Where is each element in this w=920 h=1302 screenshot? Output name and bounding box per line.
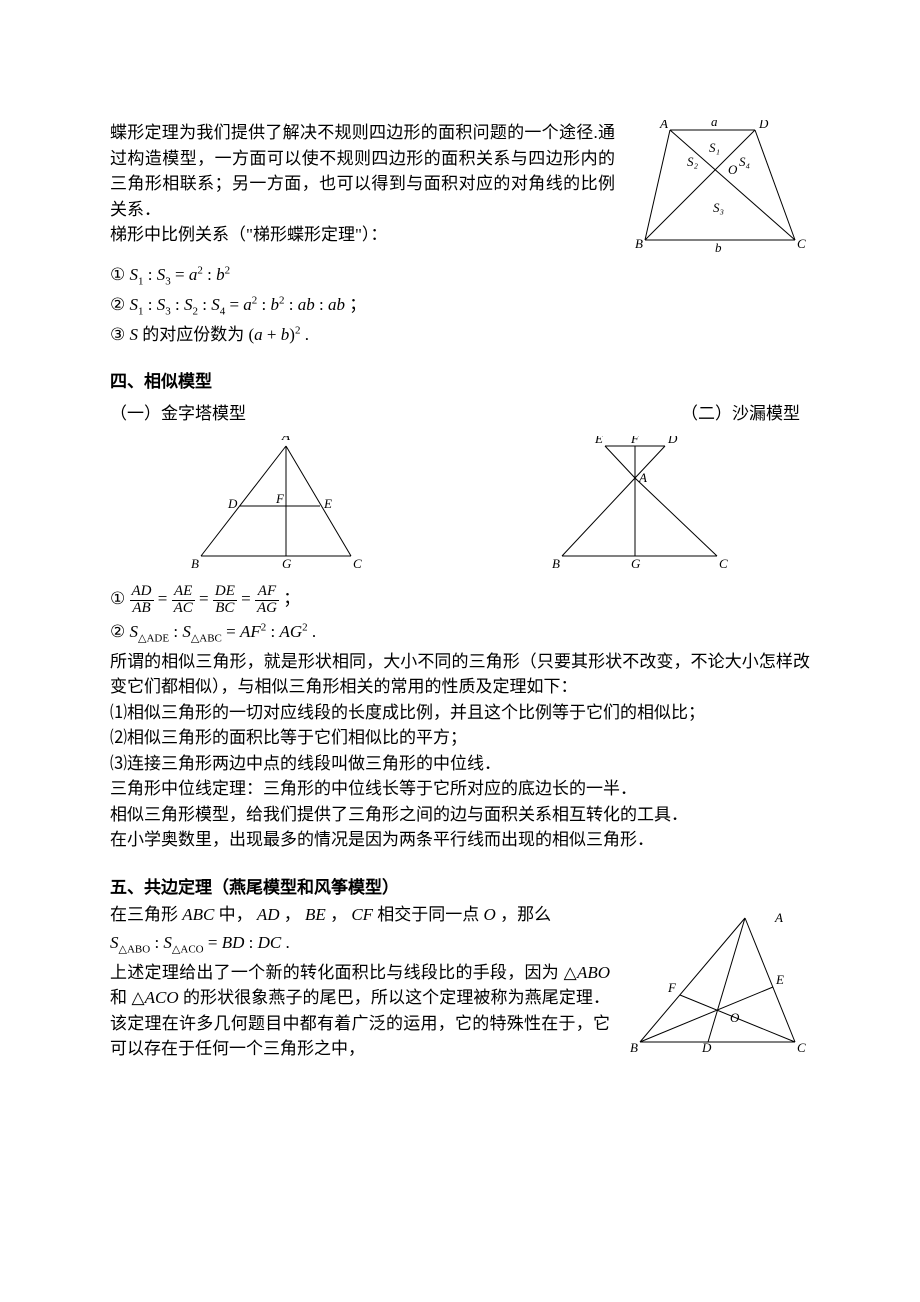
- svg-text:C: C: [353, 556, 362, 571]
- svg-text:B: B: [630, 1040, 638, 1055]
- intro-row: 蝶形定理为我们提供了解决不规则四边形的面积问题的一个途径.通过构造模型，一方面可…: [110, 120, 810, 260]
- f1-pre: ①: [110, 589, 125, 608]
- svg-text:A: A: [281, 436, 290, 443]
- sec5-p1: 在三角形 ABC 中， AD ， BE ， CF 相交于同一点 O ，那么: [110, 902, 610, 928]
- svg-text:B: B: [635, 236, 643, 251]
- sec4-p4: 在小学奥数里，出现最多的情况是因为两条平行线而出现的相似三角形．: [110, 827, 810, 853]
- svg-text:S₂: S₂: [687, 154, 699, 169]
- sec4-diagrams: A B C D E F G A B C D E F G: [110, 432, 810, 576]
- svg-text:D: D: [701, 1040, 712, 1055]
- svg-text:E: E: [594, 436, 603, 446]
- svg-text:C: C: [797, 1040, 806, 1055]
- trap-svg: A D B C Oa b S₁ S₂ S₃ S₄: [635, 120, 810, 260]
- sec4-p2: 三角形中位线定理：三角形的中位线长等于它所对应的底边长的一半．: [110, 776, 810, 802]
- svg-text:a: a: [711, 120, 718, 129]
- sec4-f2: ② S△ADE : S△ABC = AF2 : AG2 .: [110, 619, 810, 647]
- svg-text:E: E: [323, 496, 332, 511]
- svg-text:B: B: [552, 556, 560, 571]
- svg-text:D: D: [227, 496, 238, 511]
- svg-text:G: G: [282, 556, 292, 571]
- svg-text:F: F: [667, 980, 677, 995]
- intro-p1: 蝶形定理为我们提供了解决不规则四边形的面积问题的一个途径.通过构造模型，一方面可…: [110, 120, 615, 222]
- svg-text:C: C: [797, 236, 806, 251]
- sec4-b2: ⑵相似三角形的面积比等于它们相似比的平方；: [110, 725, 810, 751]
- sec4-h: 四、相似模型: [110, 369, 810, 395]
- intro-text: 蝶形定理为我们提供了解决不规则四边形的面积问题的一个途径.通过构造模型，一方面可…: [110, 120, 615, 248]
- trap-diagram: A D B C Oa b S₁ S₂ S₃ S₄: [635, 120, 810, 260]
- pyramid-wrap: A B C D E F G: [110, 436, 446, 576]
- svg-text:S₁: S₁: [709, 140, 720, 155]
- svg-text:A: A: [638, 470, 647, 485]
- svg-text:S₄: S₄: [739, 154, 751, 169]
- svg-text:F: F: [630, 436, 640, 446]
- svg-text:O: O: [730, 1010, 740, 1025]
- intro-f2: ② S1 : S3 : S2 : S4 = a2 : b2 : ab : ab …: [110, 292, 810, 320]
- swallow-svg: A B C D E F O: [630, 912, 810, 1062]
- hourglass-svg: A B C D E F G: [547, 436, 737, 576]
- svg-text:D: D: [758, 120, 769, 131]
- sec4-b1: ⑴相似三角形的一切对应线段的长度成比例，并且这个比例等于它们的相似比；: [110, 700, 810, 726]
- svg-text:A: A: [774, 912, 783, 925]
- sec4-right-title: （二）沙漏模型: [474, 401, 810, 427]
- svg-text:E: E: [775, 972, 784, 987]
- svg-text:A: A: [659, 120, 668, 131]
- sec4-titles: （一）金字塔模型 （二）沙漏模型: [110, 399, 810, 429]
- svg-text:B: B: [191, 556, 199, 571]
- pyramid-svg: A B C D E F G: [186, 436, 371, 576]
- sec5-p2: 上述定理给出了一个新的转化面积比与线段比的手段，因为 △ABO 和 △ACO 的…: [110, 960, 610, 1062]
- swallow-diagram: A B C D E F O: [630, 902, 810, 1062]
- sec5-text: 在三角形 ABC 中， AD ， BE ， CF 相交于同一点 O ，那么 S△…: [110, 902, 610, 1061]
- svg-text:O: O: [728, 162, 738, 177]
- sec5-f1: S△ABO : S△ACO = BD : DC .: [110, 930, 610, 958]
- svg-text:S₃: S₃: [713, 200, 724, 215]
- sec4-left-title: （一）金字塔模型: [110, 401, 446, 427]
- sec4-p3: 相似三角形模型，给我们提供了三角形之间的边与面积关系相互转化的工具．: [110, 802, 810, 828]
- svg-text:G: G: [631, 556, 641, 571]
- hourglass-wrap: A B C D E F G: [474, 436, 810, 576]
- sec4-p1: 所谓的相似三角形，就是形状相同，大小不同的三角形（只要其形状不改变，不论大小怎样…: [110, 649, 810, 700]
- sec4-f1: ① ADAB = AEAC = DEBC = AFAG ；: [110, 584, 810, 617]
- svg-text:F: F: [275, 491, 285, 506]
- intro-p2: 梯形中比例关系（"梯形蝶形定理"）：: [110, 222, 615, 248]
- svg-text:D: D: [667, 436, 678, 446]
- intro-f3: ③ S 的对应份数为 (a + b)2 .: [110, 322, 810, 348]
- svg-text:b: b: [715, 240, 722, 255]
- intro-f1: ① S1 : S3 = a2 : b2: [110, 262, 810, 290]
- svg-text:C: C: [719, 556, 728, 571]
- sec4-b3: ⑶连接三角形两边中点的线段叫做三角形的中位线．: [110, 751, 810, 777]
- sec5-row: 在三角形 ABC 中， AD ， BE ， CF 相交于同一点 O ，那么 S△…: [110, 902, 810, 1062]
- sec5-h: 五、共边定理（燕尾模型和风筝模型）: [110, 875, 810, 901]
